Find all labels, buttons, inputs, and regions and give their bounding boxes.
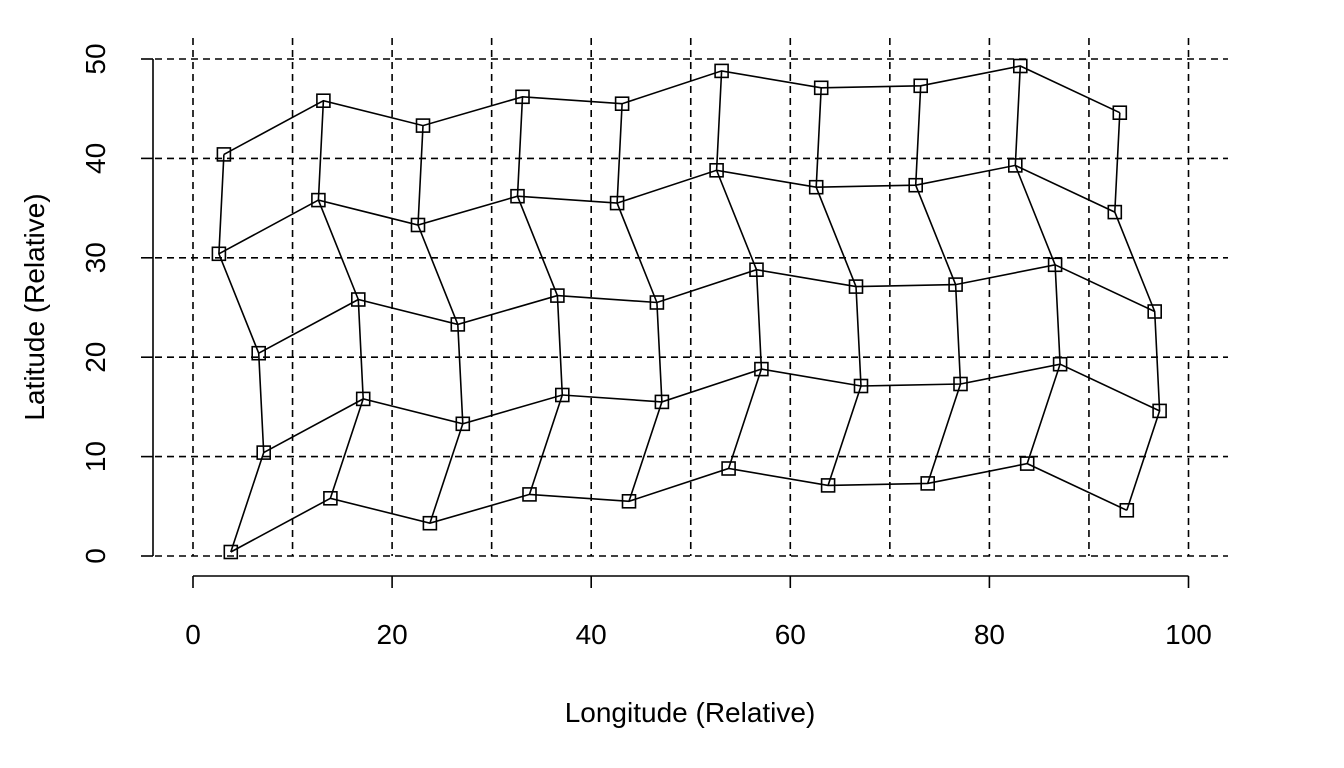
data-point bbox=[355, 391, 371, 407]
data-point bbox=[455, 416, 471, 432]
y-tick-label: 40 bbox=[80, 143, 111, 174]
data-point bbox=[1019, 456, 1035, 471]
x-tick-label: 100 bbox=[1165, 619, 1212, 650]
data-point bbox=[754, 361, 769, 377]
data-point bbox=[654, 394, 670, 410]
y-tick-label: 30 bbox=[80, 242, 111, 273]
tick-labels: 0 20 40 60 80 100 0 10 20 30 40 50 bbox=[80, 43, 1212, 650]
data-point bbox=[311, 192, 326, 208]
column-connector bbox=[516, 96, 564, 495]
row-connector bbox=[223, 65, 1121, 156]
data-point bbox=[749, 262, 764, 278]
y-axis-title: Latitude (Relative) bbox=[19, 193, 50, 420]
data-point bbox=[216, 147, 232, 162]
data-point bbox=[515, 89, 530, 105]
data-point bbox=[323, 490, 338, 506]
data-point bbox=[550, 288, 565, 303]
data-point bbox=[1007, 158, 1023, 173]
data-point bbox=[853, 378, 869, 394]
data-point bbox=[808, 179, 824, 195]
data-point bbox=[422, 515, 438, 531]
data-point bbox=[415, 118, 431, 133]
data-point bbox=[820, 478, 836, 493]
data-point bbox=[813, 80, 829, 96]
column-connector bbox=[815, 87, 862, 486]
data-point bbox=[316, 93, 331, 108]
data-point bbox=[614, 96, 630, 111]
data-point bbox=[908, 177, 924, 193]
data-point bbox=[609, 195, 625, 211]
data-point bbox=[1107, 204, 1123, 220]
data-point bbox=[621, 493, 637, 509]
y-tick-label: 10 bbox=[80, 441, 111, 472]
column-connector bbox=[914, 85, 962, 484]
data-point bbox=[350, 292, 366, 307]
row-connector bbox=[263, 363, 1160, 454]
data-point bbox=[913, 78, 929, 94]
x-tick-label: 80 bbox=[974, 619, 1005, 650]
data-points bbox=[211, 58, 1167, 560]
data-point bbox=[1152, 403, 1167, 419]
row-connector bbox=[218, 164, 1116, 255]
data-point bbox=[920, 476, 936, 491]
column-connector bbox=[417, 125, 464, 524]
axes bbox=[141, 58, 1190, 588]
y-tick-label: 20 bbox=[80, 342, 111, 373]
column-connector bbox=[1113, 112, 1161, 511]
data-point bbox=[211, 246, 227, 262]
data-point bbox=[1147, 304, 1162, 319]
data-point bbox=[223, 544, 239, 560]
data-point bbox=[848, 279, 864, 294]
x-axis-title: Longitude (Relative) bbox=[565, 697, 816, 728]
data-point bbox=[1012, 58, 1028, 74]
data-point bbox=[410, 217, 426, 233]
data-point bbox=[554, 387, 570, 403]
data-point bbox=[251, 345, 266, 361]
data-point bbox=[714, 63, 729, 79]
data-point bbox=[1112, 105, 1128, 120]
data-point bbox=[1119, 502, 1135, 518]
column-connector bbox=[715, 70, 763, 469]
x-tick-label: 20 bbox=[377, 619, 408, 650]
column-connector bbox=[1014, 65, 1061, 464]
y-tick-label: 0 bbox=[80, 548, 111, 564]
column-connector bbox=[317, 100, 365, 499]
data-point bbox=[948, 277, 963, 292]
y-tick-label: 50 bbox=[80, 43, 111, 74]
data-point bbox=[649, 295, 665, 310]
column-connector bbox=[616, 103, 663, 502]
x-tick-label: 0 bbox=[185, 619, 201, 650]
data-point bbox=[953, 376, 968, 392]
data-point bbox=[510, 188, 525, 204]
x-tick-label: 60 bbox=[775, 619, 806, 650]
data-point bbox=[721, 461, 736, 476]
data-point bbox=[709, 163, 724, 178]
row-connector bbox=[230, 462, 1128, 553]
row-connector bbox=[258, 263, 1156, 354]
data-point bbox=[256, 445, 272, 460]
data-point bbox=[1047, 257, 1063, 273]
grid-lines bbox=[155, 38, 1228, 557]
x-tick-label: 40 bbox=[576, 619, 607, 650]
data-point bbox=[522, 487, 537, 502]
mesh-links bbox=[218, 65, 1161, 553]
data-point bbox=[450, 317, 466, 332]
data-point bbox=[1052, 356, 1068, 372]
column-connector bbox=[218, 154, 265, 553]
